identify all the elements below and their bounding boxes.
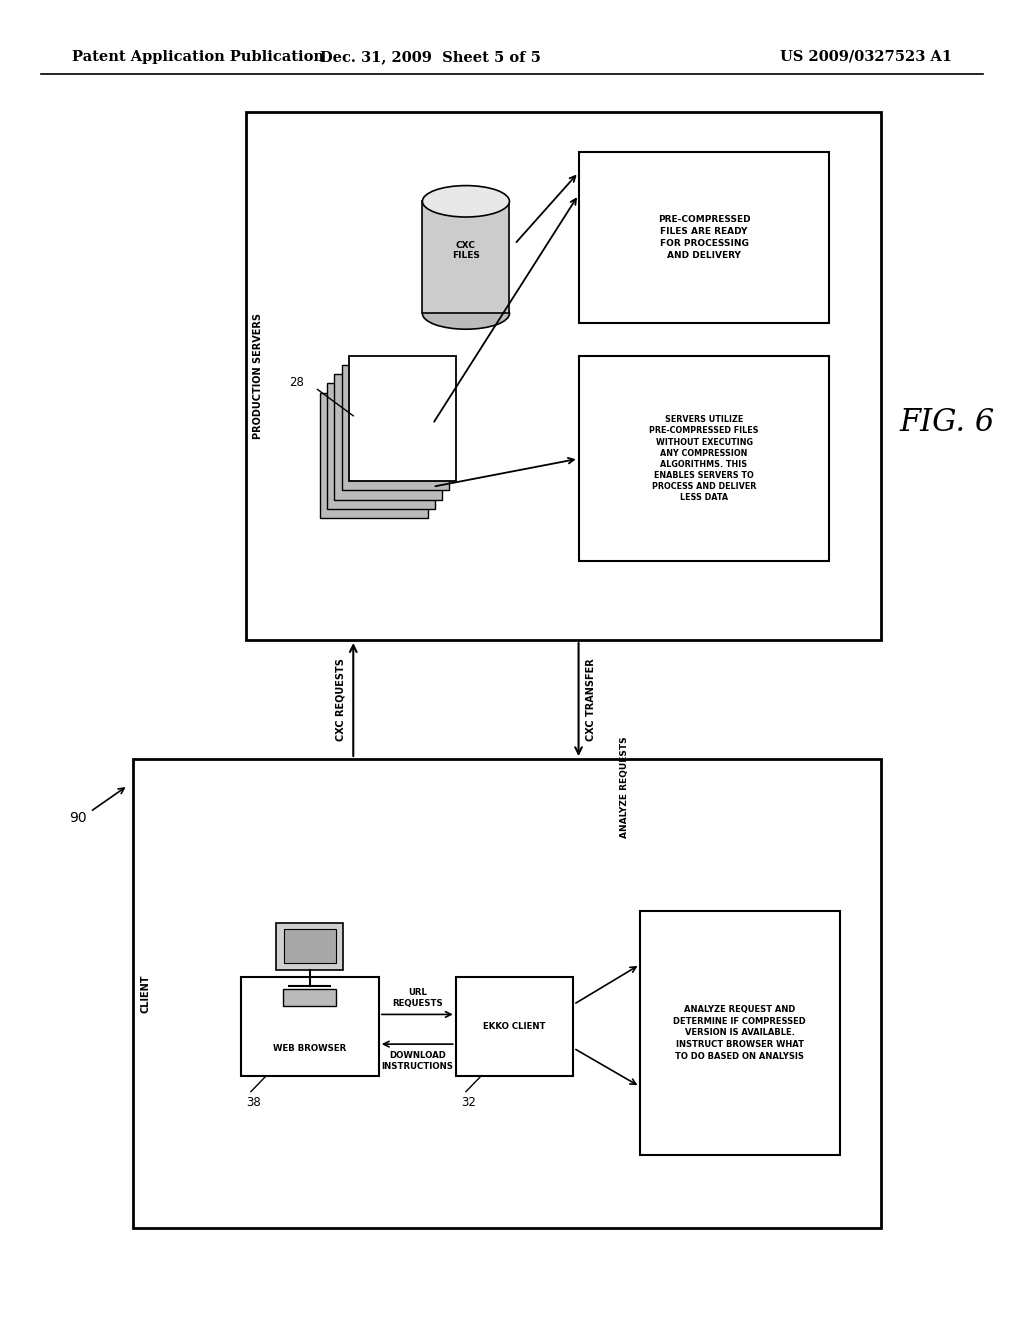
Bar	[284, 929, 336, 962]
Bar	[579, 356, 829, 561]
Text: SERVERS UTILIZE
PRE-COMPRESSED FILES
WITHOUT EXECUTING
ANY COMPRESSION
ALGORITHM: SERVERS UTILIZE PRE-COMPRESSED FILES WIT…	[649, 416, 759, 502]
Bar	[348, 355, 457, 480]
Text: CXC REQUESTS: CXC REQUESTS	[336, 659, 346, 741]
Bar	[319, 393, 428, 517]
Text: ANALYZE REQUESTS: ANALYZE REQUESTS	[621, 737, 629, 838]
Bar	[283, 989, 336, 1006]
Text: FIG. 6: FIG. 6	[899, 407, 995, 438]
Text: 28: 28	[290, 376, 304, 389]
Bar	[342, 364, 449, 490]
Text: CXC TRANSFER: CXC TRANSFER	[586, 659, 596, 741]
Text: EKKO CLIENT: EKKO CLIENT	[483, 1022, 546, 1031]
Text: PRODUCTION SERVERS: PRODUCTION SERVERS	[253, 313, 263, 440]
Bar	[276, 923, 343, 970]
Bar	[241, 977, 379, 1076]
Bar	[334, 375, 442, 499]
Bar	[579, 152, 829, 323]
Bar	[423, 201, 510, 313]
Ellipse shape	[423, 186, 510, 216]
Text: US 2009/0327523 A1: US 2009/0327523 A1	[780, 50, 952, 63]
Text: Dec. 31, 2009  Sheet 5 of 5: Dec. 31, 2009 Sheet 5 of 5	[319, 50, 541, 63]
Text: Patent Application Publication: Patent Application Publication	[72, 50, 324, 63]
Text: CXC
FILES: CXC FILES	[452, 242, 480, 260]
Text: 38: 38	[246, 1096, 260, 1109]
Text: PRE-COMPRESSED
FILES ARE READY
FOR PROCESSING
AND DELIVERY: PRE-COMPRESSED FILES ARE READY FOR PROCE…	[657, 215, 751, 260]
Text: DOWNLOAD
INSTRUCTIONS: DOWNLOAD INSTRUCTIONS	[381, 1051, 454, 1071]
Bar	[640, 911, 840, 1155]
Text: CLIENT: CLIENT	[140, 974, 151, 1012]
Text: 32: 32	[461, 1096, 476, 1109]
Bar	[133, 759, 881, 1228]
Text: WEB BROWSER: WEB BROWSER	[273, 1044, 346, 1052]
Text: 90: 90	[70, 812, 87, 825]
Bar	[456, 977, 573, 1076]
Ellipse shape	[423, 298, 510, 329]
Text: URL
REQUESTS: URL REQUESTS	[392, 987, 442, 1008]
Bar	[328, 383, 434, 508]
Text: ANALYZE REQUEST AND
DETERMINE IF COMPRESSED
VERSION IS AVAILABLE.
INSTRUCT BROWS: ANALYZE REQUEST AND DETERMINE IF COMPRES…	[674, 1005, 806, 1061]
Bar	[246, 112, 881, 640]
